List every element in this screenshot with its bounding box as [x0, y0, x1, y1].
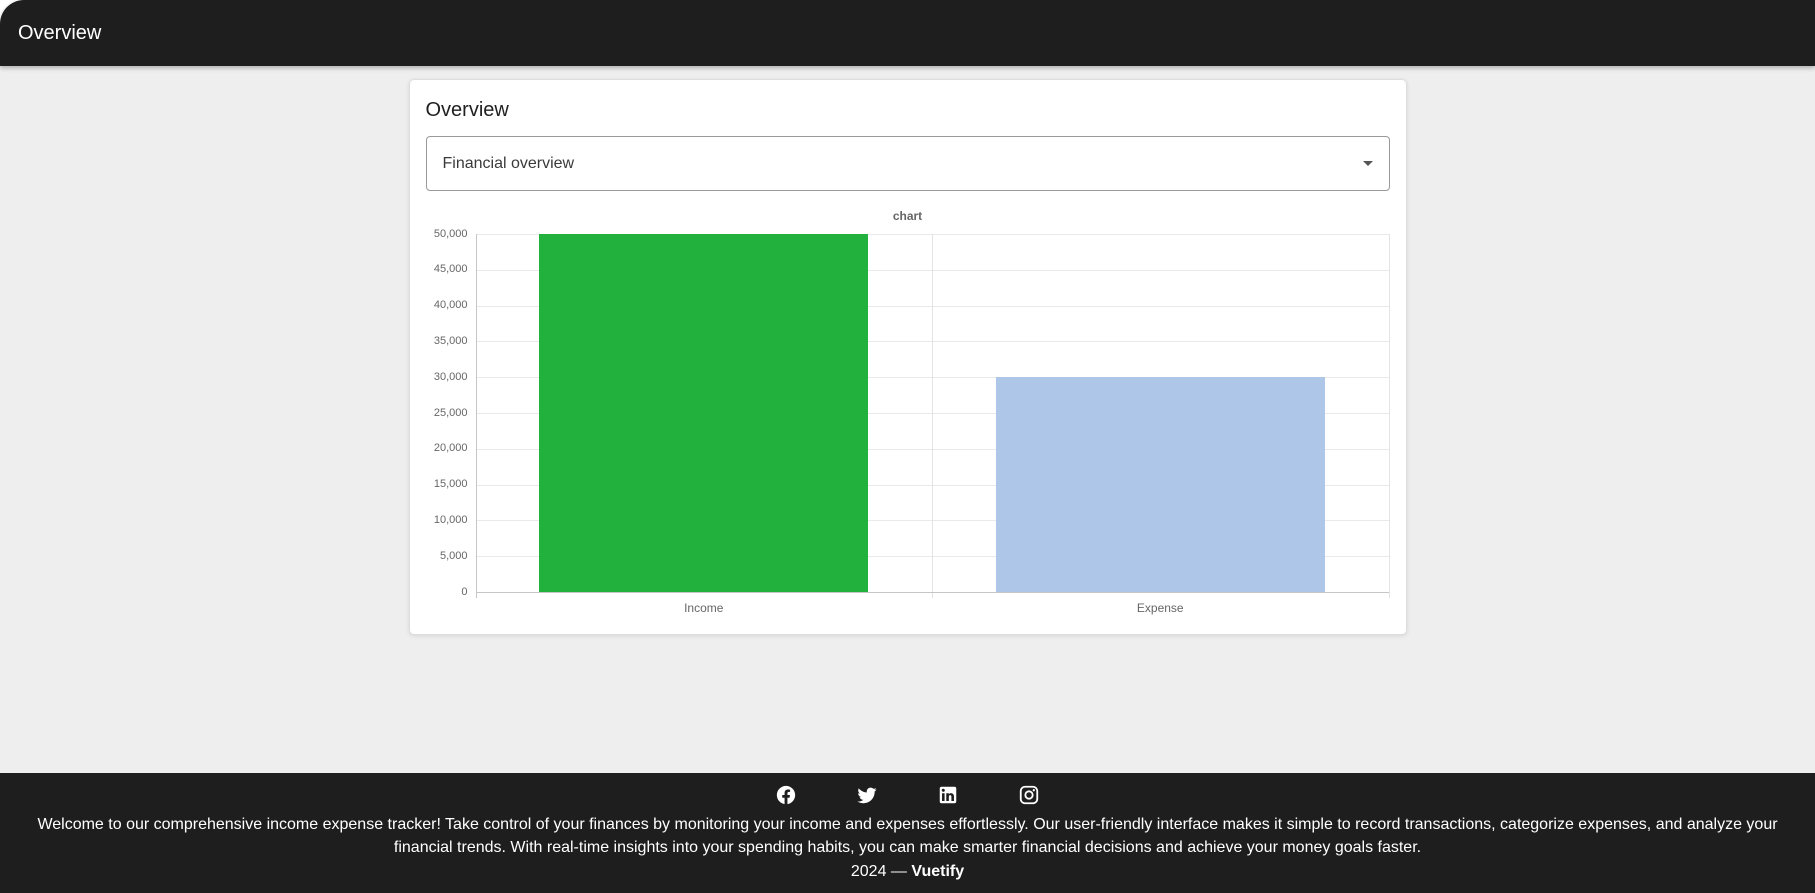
overview-card: Overview Financial overview chart 0 5,000 1… — [408, 79, 1407, 635]
card-title: Overview — [425, 99, 509, 121]
bar-expense — [995, 377, 1325, 592]
y-tick-label: 25,000 — [433, 406, 468, 419]
x-axis-line — [475, 592, 1389, 593]
y-tick-label: 40,000 — [433, 299, 468, 312]
y-tick-label: 45,000 — [433, 263, 468, 276]
chevron-down-icon — [1362, 161, 1373, 166]
footer-description: Welcome to our comprehensive income expe… — [37, 816, 1778, 857]
y-tick-label: 5,000 — [439, 549, 468, 562]
linkedin-icon[interactable] — [936, 783, 960, 807]
y-tick-label: 20,000 — [433, 442, 468, 455]
y-tick-label: 0 — [461, 585, 468, 598]
chart-title: chart — [892, 209, 923, 223]
footer: Welcome to our comprehensive income expe… — [0, 773, 1815, 893]
x-tick-label: Income — [684, 601, 724, 615]
financial-overview-select[interactable]: Financial overview — [425, 136, 1390, 191]
y-tick-label: 35,000 — [433, 334, 468, 347]
brand-name: Vuetify — [911, 862, 965, 880]
app-bar: Overview — [0, 0, 1815, 66]
facebook-icon[interactable] — [774, 783, 798, 807]
y-tick-label: 30,000 — [433, 370, 468, 383]
y-tick-label: 10,000 — [433, 513, 468, 526]
x-tick-label: Expense — [1136, 601, 1184, 615]
social-icons-row — [30, 781, 1785, 809]
main-content: Overview Financial overview chart 0 5,000 1… — [0, 66, 1815, 774]
footer-copyright: 2024 — Vuetify — [30, 861, 1785, 883]
bar-income — [539, 234, 869, 592]
y-axis-line — [475, 234, 477, 598]
app-bar-title: Overview — [18, 21, 102, 44]
instagram-icon[interactable] — [1017, 783, 1041, 807]
y-tick-label: 50,000 — [433, 227, 468, 240]
twitter-icon[interactable] — [855, 783, 879, 807]
gridline-vertical — [1388, 234, 1390, 598]
y-tick-label: 15,000 — [433, 478, 468, 491]
select-value: Financial overview — [442, 154, 575, 172]
copyright-year: 2024 — — [850, 862, 907, 880]
gridline-vertical — [932, 234, 933, 598]
bar-chart: chart 0 5,000 10,000 15,000 20,000 25,000 30,00… — [426, 207, 1390, 618]
